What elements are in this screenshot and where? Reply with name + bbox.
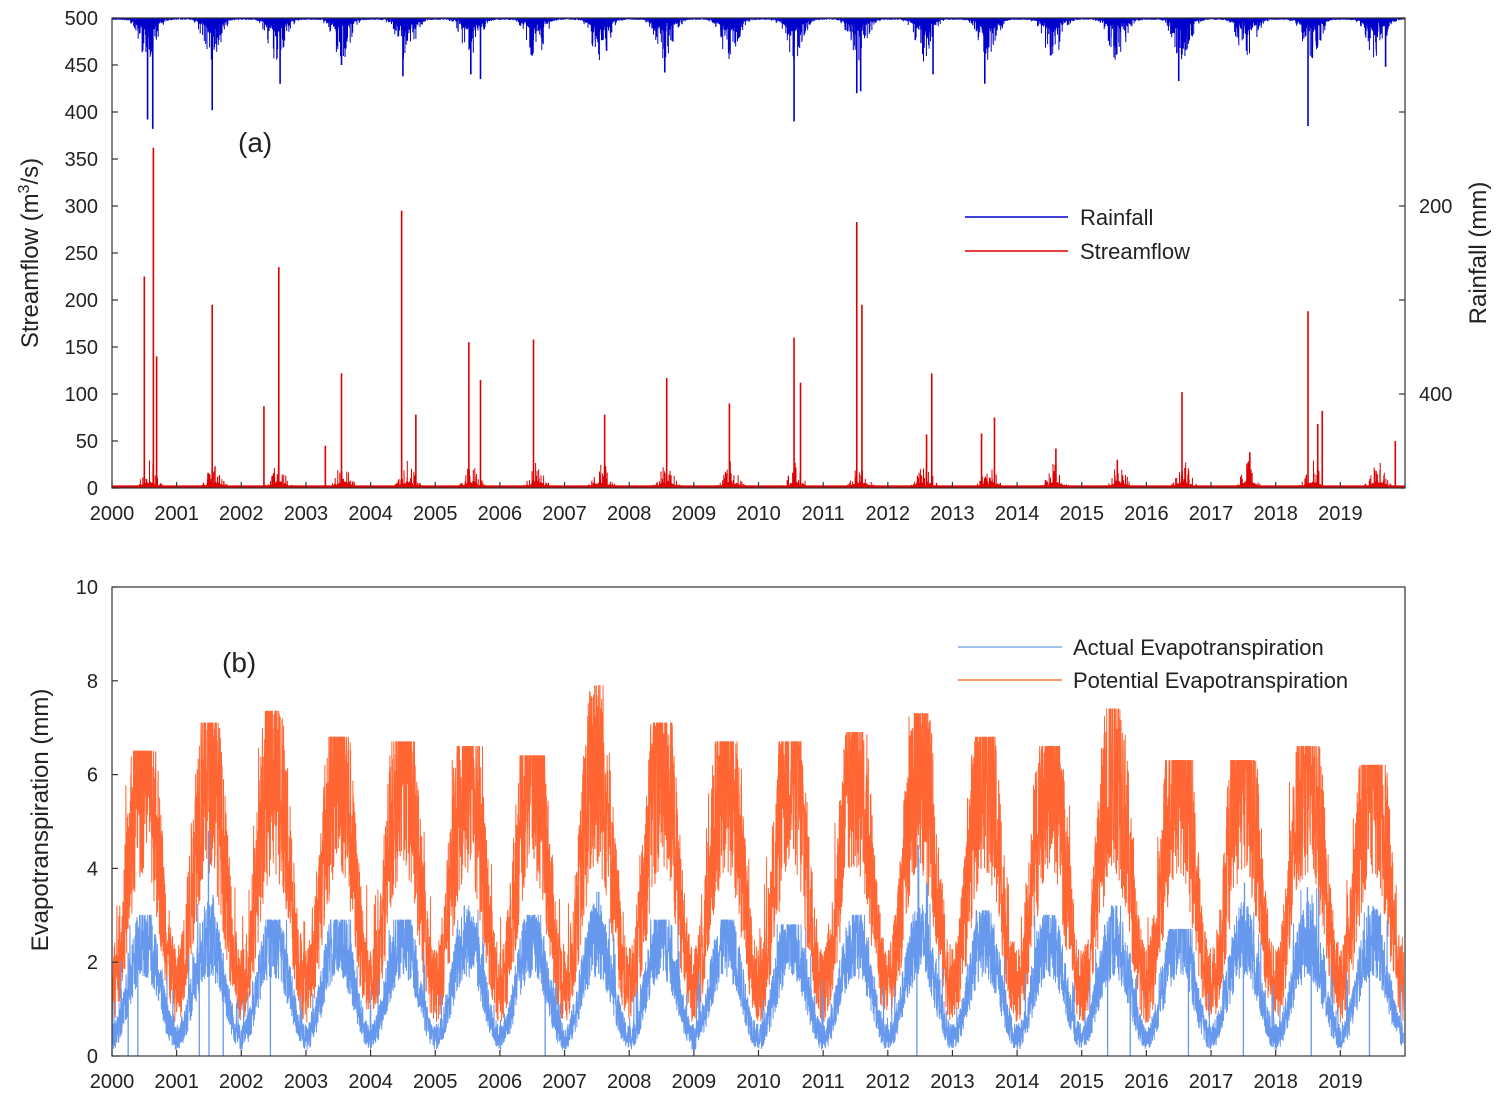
- panel-b-x-tick-label: 2013: [930, 1071, 975, 1093]
- streamflow-axis-title-main: Streamflow (m: [17, 193, 44, 348]
- panel-a-x-tick-label: 2006: [478, 503, 523, 525]
- panel-a: 0 50 100 150 200 250 300 350 400 450 500 200 400 20…: [16, 8, 1492, 525]
- panel-b-x-tick-label: 2006: [478, 1071, 523, 1093]
- panel-a-label: (a): [238, 127, 272, 158]
- panel-b-y-tick-label: 4: [87, 858, 98, 880]
- panel-b-y-tick-label: 10: [76, 577, 98, 599]
- potential-et-series: [111, 685, 1405, 1023]
- rainfall-axis-tick-label: 200: [1419, 196, 1452, 218]
- panel-b-x-tick-label: 2001: [154, 1071, 199, 1093]
- panel-b-x-tick-label: 2009: [672, 1071, 717, 1093]
- panel-a-y-tick-label: 0: [87, 478, 98, 500]
- rainfall-axis-title: Rainfall (mm): [1465, 182, 1492, 325]
- actual-et-series: [111, 830, 1405, 1056]
- panel-a-x-tick-label: 2002: [219, 503, 264, 525]
- panel-a-x-axis: 2000 2001 2002 2003 2004 2005 2006 2007 2008 2009…: [90, 482, 1363, 525]
- panel-a-x-tick-label: 2004: [348, 503, 393, 525]
- panel-a-y-tick-label: 300: [65, 196, 98, 218]
- panel-b-x-tick-label: 2011: [802, 1071, 845, 1093]
- panel-a-x-tick-label: 2018: [1253, 503, 1298, 525]
- panel-a-x-tick-label: 2019: [1318, 503, 1363, 525]
- panel-b-x-tick-label: 2008: [607, 1071, 652, 1093]
- panel-a-x-tick-label: 2013: [930, 503, 975, 525]
- streamflow-axis-title-tail: /s): [17, 158, 44, 185]
- panel-a-x-tick-label: 2010: [736, 503, 781, 525]
- panel-b-x-tick-label: 2002: [219, 1071, 264, 1093]
- panel-b-x-tick-label: 2007: [542, 1071, 587, 1093]
- panel-a-rainfall-axis: 200 400: [1399, 17, 1452, 489]
- panel-b-x-tick-label: 2003: [284, 1071, 329, 1093]
- panel-a-y-axis: 0 50 100 150 200 250 300 350 400 450 500: [65, 8, 118, 500]
- panel-b-x-tick-label: 2016: [1124, 1071, 1169, 1093]
- panel-b-x-tick-label: 2014: [995, 1071, 1040, 1093]
- panel-a-x-tick-label: 2009: [672, 503, 717, 525]
- panel-b-legend: Actual Evapotranspiration Potential Evap…: [958, 635, 1348, 693]
- rainfall-series: [111, 18, 1406, 129]
- panel-a-x-tick-label: 2011: [802, 503, 845, 525]
- panel-b-y-tick-label: 2: [87, 952, 98, 974]
- panel-a-x-tick-label: 2008: [607, 503, 652, 525]
- panel-a-x-tick-label: 2000: [90, 503, 135, 525]
- panel-a-y-tick-label: 350: [65, 149, 98, 171]
- rainfall-baseline: [111, 18, 1406, 62]
- rainfall-axis-tick-label: 400: [1419, 384, 1452, 406]
- panel-b-x-tick-label: 2019: [1318, 1071, 1363, 1093]
- panel-a-x-tick-label: 2015: [1060, 503, 1105, 525]
- panel-b-y-axis: 0 2 4 6 8 10: [76, 577, 118, 1068]
- panel-a-x-tick-label: 2017: [1189, 503, 1234, 525]
- panel-b-x-tick-label: 2012: [866, 1071, 911, 1093]
- panel-b-y-tick-label: 0: [87, 1046, 98, 1068]
- panel-a-frame: [111, 17, 1406, 489]
- panel-a-y-tick-label: 100: [65, 384, 98, 406]
- panel-b-x-tick-label: 2015: [1060, 1071, 1105, 1093]
- streamflow-axis-title: Streamflow (m3/s): [16, 158, 44, 348]
- panel-a-y-tick-label: 200: [65, 290, 98, 312]
- panel-b-x-tick-label: 2010: [736, 1071, 781, 1093]
- panel-b-x-tick-label: 2000: [90, 1071, 135, 1093]
- panel-b: 0 2 4 6 8 10 2000 2001 2002 2003 2004 2005 2006 2007…: [27, 577, 1406, 1093]
- panel-b-x-axis: 2000 2001 2002 2003 2004 2005 2006 2007 2008 2009…: [90, 1050, 1363, 1093]
- panel-a-y-tick-label: 150: [65, 337, 98, 359]
- panel-b-y-tick-label: 8: [87, 671, 98, 693]
- panel-b-x-tick-label: 2005: [413, 1071, 458, 1093]
- panel-b-x-tick-label: 2018: [1253, 1071, 1298, 1093]
- panel-a-x-tick-label: 2005: [413, 503, 458, 525]
- panel-a-x-tick-label: 2001: [154, 503, 199, 525]
- streamflow-axis-title-sup: 3: [16, 184, 33, 193]
- panel-a-x-tick-label: 2016: [1124, 503, 1169, 525]
- streamflow-series: [111, 147, 1406, 488]
- panel-a-x-tick-label: 2007: [542, 503, 587, 525]
- legend-rainfall-label: Rainfall: [1080, 205, 1153, 230]
- legend-actual-et-label: Actual Evapotranspiration: [1073, 635, 1324, 660]
- panel-a-y-tick-label: 50: [76, 431, 98, 453]
- panel-a-x-tick-label: 2014: [995, 503, 1040, 525]
- panel-a-y-tick-label: 500: [65, 8, 98, 30]
- potential-et-line: [111, 685, 1405, 1023]
- panel-a-x-tick-label: 2012: [866, 503, 911, 525]
- panel-b-x-tick-label: 2004: [348, 1071, 393, 1093]
- panel-a-y-tick-label: 250: [65, 243, 98, 265]
- panel-a-y-tick-label: 450: [65, 55, 98, 77]
- panel-b-y-tick-label: 6: [87, 765, 98, 787]
- panel-a-x-tick-label: 2003: [284, 503, 329, 525]
- legend-streamflow-label: Streamflow: [1080, 239, 1190, 264]
- legend-potential-et-label: Potential Evapotranspiration: [1073, 668, 1348, 693]
- panel-a-y-tick-label: 400: [65, 102, 98, 124]
- panel-a-legend: Rainfall Streamflow: [965, 205, 1190, 264]
- panel-b-label: (b): [222, 647, 256, 678]
- evapotranspiration-axis-title: Evapotranspiration (mm): [27, 689, 54, 952]
- panel-b-x-tick-label: 2017: [1189, 1071, 1234, 1093]
